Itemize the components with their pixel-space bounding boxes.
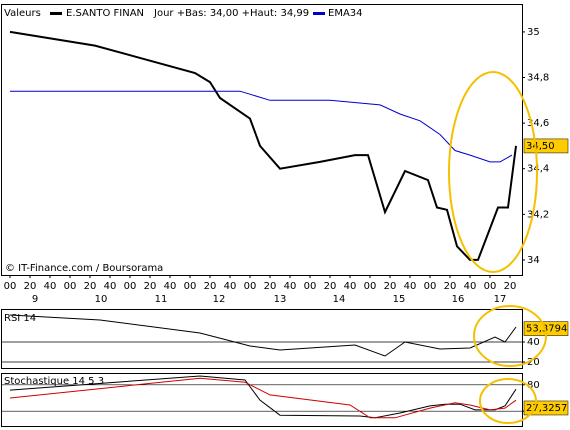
x-tick-label: 20 [264, 281, 277, 292]
highlight-circle [479, 378, 537, 424]
x-tick-label: 00 [64, 281, 77, 292]
day-label: 13 [274, 294, 287, 305]
x-tick-label: 20 [204, 281, 217, 292]
series-line [9, 314, 517, 357]
day-label: 9 [32, 294, 38, 305]
x-tick-label: 40 [284, 281, 297, 292]
x-tick-label: 20 [144, 281, 157, 292]
value-label: 34,50 [526, 141, 555, 152]
day-label: 16 [452, 294, 465, 305]
x-tick-label: 00 [4, 281, 17, 292]
y-tick-label: 34,4 [527, 164, 549, 175]
rsi-frame [1, 309, 523, 369]
legend-label: E.SANTO FINAN [66, 8, 144, 19]
series-line [9, 377, 517, 419]
day-label: 14 [333, 294, 346, 305]
x-tick-label: 20 [324, 281, 337, 292]
main-frame [1, 4, 523, 276]
day-label: 12 [213, 294, 226, 305]
legend-swatch [313, 12, 325, 15]
stoch-frame [1, 373, 523, 427]
x-tick-label: 20 [504, 281, 517, 292]
x-tick-label: 00 [484, 281, 497, 292]
value-label: 27,3257 [526, 403, 567, 414]
x-tick-label: 40 [464, 281, 477, 292]
highlight-circle [448, 71, 538, 273]
x-tick-label: 40 [104, 281, 117, 292]
day-label: 15 [393, 294, 406, 305]
x-tick-label: 40 [404, 281, 417, 292]
x-tick-label: 00 [124, 281, 137, 292]
y-tick-label: 20 [527, 357, 540, 368]
value-label: 53,3794 [526, 324, 567, 335]
x-tick-label: 20 [24, 281, 37, 292]
panel-title: Stochastique 14 5 3 [4, 376, 104, 387]
y-tick-label: 40 [527, 337, 540, 348]
x-tick-label: 00 [244, 281, 257, 292]
subtitle: Jour +Bas: 34,00 +Haut: 34,99 [153, 8, 309, 19]
annotation: © IT-Finance.com / Boursorama [5, 263, 163, 274]
y-tick-label: 34,8 [527, 73, 549, 84]
day-label: 11 [155, 294, 168, 305]
day-label: 10 [95, 294, 108, 305]
x-tick-label: 00 [184, 281, 197, 292]
x-tick-label: 20 [444, 281, 457, 292]
day-label: 17 [494, 294, 507, 305]
legend-label: EMA34 [328, 8, 363, 19]
series-line [9, 30, 517, 261]
x-tick-label: 00 [424, 281, 437, 292]
series-line [10, 90, 513, 163]
legend-swatch [50, 12, 62, 15]
x-tick-label: 20 [84, 281, 97, 292]
x-tick-label: 40 [164, 281, 177, 292]
y-tick-label: 34,2 [527, 209, 549, 220]
x-tick-label: 40 [44, 281, 57, 292]
x-tick-label: 20 [384, 281, 397, 292]
x-tick-label: 00 [304, 281, 317, 292]
x-tick-label: 40 [344, 281, 357, 292]
y-tick-label: 34 [527, 255, 540, 266]
y-tick-label: 80 [527, 380, 540, 391]
legend-title: Valeurs [4, 8, 41, 19]
x-tick-label: 00 [364, 281, 377, 292]
highlight-circle [473, 305, 547, 367]
panel-title: RSI 14 [4, 313, 36, 324]
y-tick-label: 34,6 [527, 118, 549, 129]
y-tick-label: 35 [527, 27, 540, 38]
x-tick-label: 40 [224, 281, 237, 292]
